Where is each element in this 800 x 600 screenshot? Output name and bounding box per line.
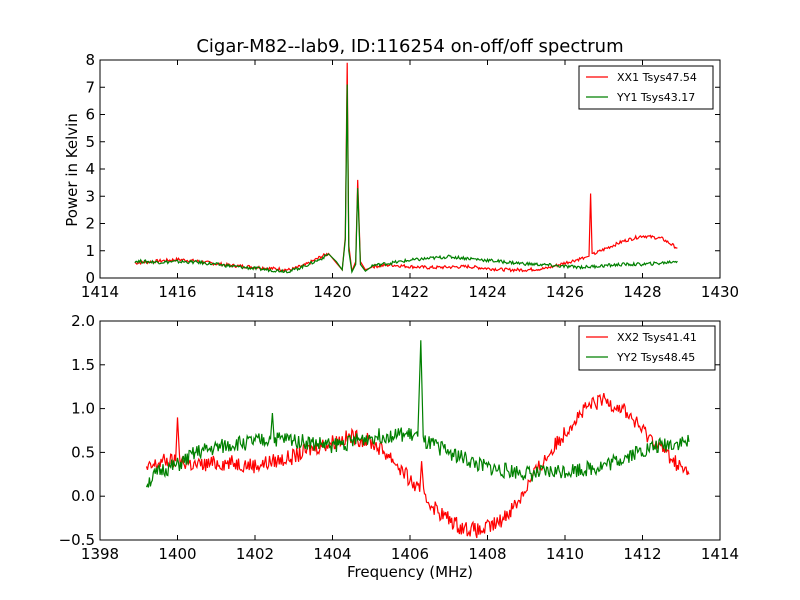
y-tick-label: 7 xyxy=(85,78,95,96)
x-tick-label: 1408 xyxy=(468,545,506,563)
y-tick-label: −0.5 xyxy=(59,531,95,549)
y-tick-label: 0.0 xyxy=(71,487,95,505)
x-tick-label: 1402 xyxy=(236,545,274,563)
legend: XX1 Tsys47.54 YY1 Tsys43.17 xyxy=(578,65,714,110)
legend-box xyxy=(578,65,714,110)
y-tick-label: 4 xyxy=(85,160,95,178)
y-tick-label: 1.5 xyxy=(71,356,95,374)
x-tick-label: 1430 xyxy=(701,283,739,301)
series-line-1 xyxy=(145,392,690,539)
top-panel: 1414 1416 1418 1420 1422 1424 1426 1428 1430 0 1 2 3… xyxy=(81,51,739,301)
legend-label: YY2 Tsys48.45 xyxy=(616,351,695,364)
y-tick-label: 1.0 xyxy=(71,400,95,418)
x-tick-label: 1400 xyxy=(158,545,196,563)
y-tick-label: 3 xyxy=(85,187,95,205)
bottom-panel: 1398 1400 1402 1404 1406 1408 1410 1412 1414 −0.5… xyxy=(59,312,740,563)
x-tick-label: 1414 xyxy=(701,545,739,563)
y-axis-label: Power in Kelvin xyxy=(63,113,81,227)
y-tick-label: 2.0 xyxy=(71,312,95,330)
legend-box xyxy=(578,325,716,371)
y-tick-label: 1 xyxy=(85,242,95,260)
x-tick-label: 1428 xyxy=(623,283,661,301)
x-tick-label: 1398 xyxy=(81,545,119,563)
x-tick-label: 1410 xyxy=(546,545,584,563)
y-tick-label: 0 xyxy=(85,269,95,287)
y-tick-label: 0.5 xyxy=(71,443,95,461)
y-tick-label: 8 xyxy=(85,51,95,69)
legend-label: XX2 Tsys41.41 xyxy=(617,331,697,344)
x-tick-label: 1412 xyxy=(623,545,661,563)
x-tick-label: 1414 xyxy=(81,283,119,301)
x-tick-label: 1406 xyxy=(391,545,429,563)
x-tick-label: 1424 xyxy=(468,283,506,301)
series-line-1 xyxy=(134,62,678,273)
x-tick-label: 1426 xyxy=(546,283,584,301)
series-line-2 xyxy=(145,340,690,488)
x-axis-label: Frequency (MHz) xyxy=(347,563,473,581)
series-line-2 xyxy=(134,84,678,274)
x-tick-label: 1420 xyxy=(313,283,351,301)
legend-label: XX1 Tsys47.54 xyxy=(617,71,697,84)
chart-title: Cigar-M82--lab9, ID:116254 on-off/off sp… xyxy=(196,36,623,57)
x-tick-label: 1404 xyxy=(313,545,351,563)
x-tick-label: 1422 xyxy=(391,283,429,301)
legend-label: YY1 Tsys43.17 xyxy=(616,91,695,104)
x-tick-label: 1418 xyxy=(236,283,274,301)
legend: XX2 Tsys41.41 YY2 Tsys48.45 xyxy=(578,325,716,371)
x-tick-label: 1416 xyxy=(158,283,196,301)
y-tick-label: 5 xyxy=(85,133,95,151)
y-tick-label: 6 xyxy=(85,106,95,124)
y-tick-label: 2 xyxy=(85,215,95,233)
